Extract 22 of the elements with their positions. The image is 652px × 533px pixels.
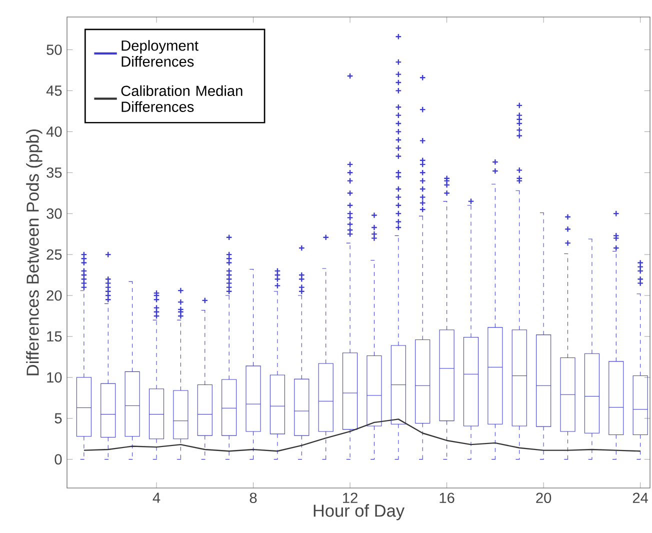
x-tick-label: 16: [440, 492, 454, 504]
y-tick-label: 10: [47, 372, 62, 383]
y-tick-label: 30: [46, 208, 62, 219]
y-tick-label: 5: [54, 413, 62, 424]
x-axis-title: Hour of Day: [314, 504, 405, 520]
x-tick-label: 8: [250, 492, 257, 504]
x-tick-label: 12: [343, 492, 358, 503]
y-tick-label: 45: [46, 86, 62, 96]
y-tick-label: 15: [47, 331, 62, 342]
x-tick-label: 4: [152, 492, 160, 503]
line-series: [83, 418, 641, 452]
legend-label: Calibration Median Differences: [121, 85, 242, 112]
x-tick-label: 24: [632, 492, 648, 503]
y-tick-label: 25: [46, 249, 62, 260]
y-tick-label: 40: [46, 126, 62, 137]
legend-label: Deployment Differences: [122, 40, 198, 67]
y-tick-label: 20: [46, 290, 62, 301]
y-tick-label: 35: [46, 167, 62, 178]
y-tick-label: 0: [54, 454, 62, 465]
y-tick-label: 50: [46, 44, 62, 55]
y-axis-title: Differences Between Pods (ppb): [26, 129, 42, 376]
x-tick-label: 20: [536, 492, 552, 504]
